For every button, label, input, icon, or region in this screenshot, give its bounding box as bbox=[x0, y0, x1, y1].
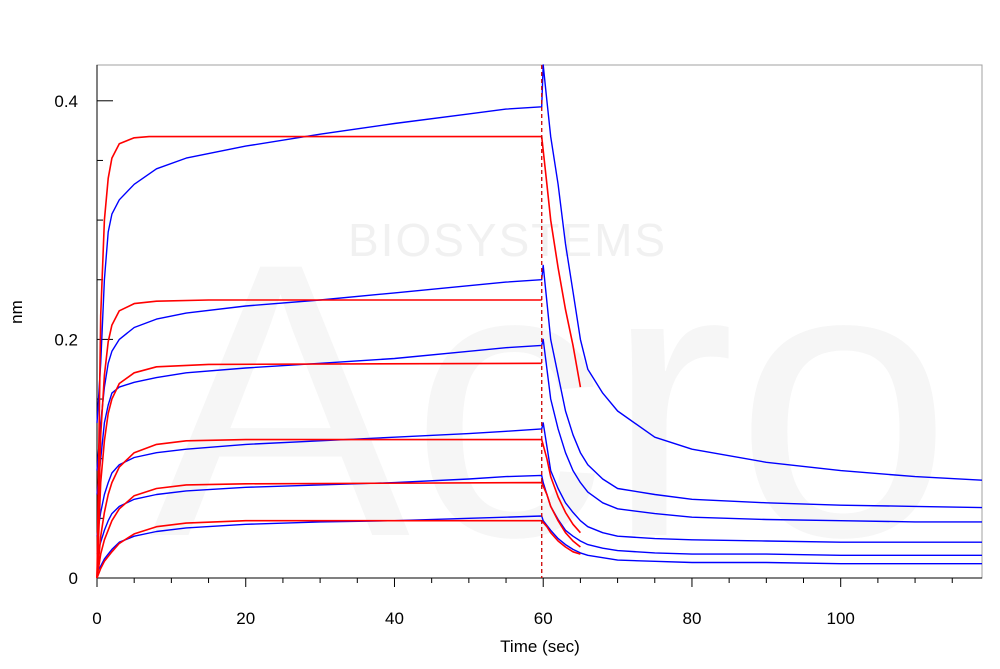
measured-curve-3 bbox=[96, 338, 982, 523]
fit-curve-4 bbox=[96, 438, 582, 579]
x-tick-label: 60 bbox=[534, 609, 553, 628]
x-tick-label: 100 bbox=[827, 609, 855, 628]
x-tick-label: 0 bbox=[92, 609, 101, 628]
y-tick-label: 0 bbox=[69, 569, 78, 588]
measured-curve-4 bbox=[96, 422, 982, 543]
measured-curve-1 bbox=[96, 64, 983, 481]
x-tick-label: 40 bbox=[385, 609, 404, 628]
measured-curve-5 bbox=[96, 474, 982, 556]
fit-curve-5 bbox=[96, 481, 581, 579]
fit-curve-1 bbox=[96, 135, 582, 579]
x-axis: 0 20 40 60 80 100 bbox=[92, 577, 982, 628]
fit-curve-6 bbox=[96, 519, 581, 579]
x-tick-label: 20 bbox=[236, 609, 255, 628]
y-axis: 0 0.2 0.4 bbox=[54, 65, 113, 588]
y-axis-label: nm bbox=[7, 300, 26, 324]
x-axis-label: Time (sec) bbox=[500, 637, 580, 656]
y-tick-label: 0.2 bbox=[54, 330, 78, 349]
fit-curve-2 bbox=[96, 299, 542, 579]
watermark-text: BIOSYSTEMS bbox=[348, 214, 667, 266]
series-layer bbox=[96, 64, 983, 579]
y-tick-label: 0.4 bbox=[54, 92, 78, 111]
x-tick-label: 80 bbox=[682, 609, 701, 628]
measured-curve-6 bbox=[96, 515, 982, 573]
measured-curve-2 bbox=[96, 264, 983, 509]
fit-curve-3 bbox=[96, 362, 542, 579]
